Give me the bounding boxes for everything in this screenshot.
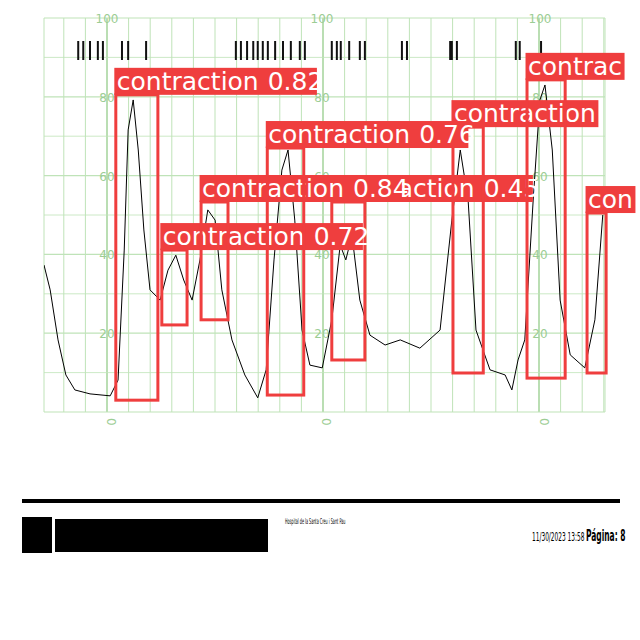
- detection-label: contraction 0.76: [268, 120, 475, 149]
- event-mark: [401, 41, 403, 60]
- detection: contraction 0.76: [266, 120, 475, 395]
- trace-group: [44, 85, 603, 398]
- detection-class: contraction: [202, 174, 344, 203]
- event-mark: [267, 41, 269, 60]
- event-mark: [348, 41, 350, 60]
- event-mark: [282, 41, 284, 60]
- event-mark: [331, 41, 333, 60]
- event-mark: [77, 41, 79, 60]
- event-mark: [89, 41, 91, 60]
- detection: contraction 0.72: [160, 222, 369, 325]
- y-tick-label: 40: [532, 248, 547, 262]
- detections: contraction0.45contractionconcontraccont…: [114, 52, 635, 400]
- minor-grid: [44, 215, 605, 216]
- page-number: Página: 8: [586, 527, 625, 545]
- minor-grid: [44, 372, 605, 373]
- detection-box: [116, 95, 158, 400]
- event-mark: [102, 41, 104, 60]
- event-mark: [340, 41, 342, 60]
- detection: contrac: [526, 52, 625, 378]
- detection-label-bg: [586, 186, 636, 213]
- detection-class: con: [588, 185, 633, 214]
- event-mark: [451, 41, 453, 60]
- event-mark: [246, 41, 248, 60]
- detection: con: [586, 185, 636, 373]
- event-mark: [257, 41, 259, 60]
- y-tick-label: 100: [311, 12, 334, 26]
- detection-class: contraction: [117, 67, 259, 96]
- detection-label-bg: [526, 53, 625, 80]
- event-mark: [336, 41, 338, 60]
- event-mark: [97, 41, 99, 60]
- event-mark: [406, 41, 408, 60]
- detection-score: 0.84: [353, 174, 409, 203]
- event-mark: [252, 41, 254, 60]
- y-tick-label: 0: [319, 418, 333, 426]
- event-mark: [262, 41, 264, 60]
- y-tick-label: 0: [104, 418, 118, 426]
- event-mark: [82, 41, 84, 60]
- detection-score: 0.82: [268, 67, 324, 96]
- detection-label: con: [588, 185, 633, 214]
- detection-label: contraction0.45: [333, 174, 540, 203]
- event-mark: [299, 41, 301, 60]
- event-mark: [515, 41, 517, 60]
- timestamp: 11/30/2023 13:58: [532, 529, 584, 543]
- detection-label: contraction 0.84: [202, 174, 409, 203]
- detection: contraction 0.82: [114, 67, 323, 400]
- detection-label: contraction 0.82: [117, 67, 324, 96]
- event-mark: [456, 41, 458, 60]
- detection-box: [267, 148, 303, 395]
- detection-box: [527, 80, 565, 378]
- detection: contraction0.45: [330, 174, 539, 360]
- event-mark: [359, 41, 361, 60]
- background: [0, 0, 640, 640]
- detection-label: contraction: [454, 99, 596, 128]
- detection-box: [162, 250, 187, 325]
- redaction: [22, 517, 52, 553]
- detection-label: contrac: [528, 52, 622, 81]
- y-tick-label: 40: [99, 248, 114, 262]
- y-tick-label: 20: [532, 327, 547, 341]
- detection-score: 0.45: [484, 174, 540, 203]
- detection-box: [453, 127, 483, 373]
- y-tick-label: 20: [314, 327, 329, 341]
- detection-score: 0.72: [314, 222, 370, 251]
- detection-class: contraction: [163, 222, 305, 251]
- y-tick-label: 100: [529, 12, 552, 26]
- event-mark: [127, 41, 129, 60]
- y-tick-label: 80: [99, 91, 114, 105]
- event-mark: [235, 41, 237, 60]
- redaction: [55, 519, 268, 552]
- minor-grid: [44, 293, 605, 294]
- event-mark: [304, 41, 306, 60]
- detection-class: contraction: [454, 99, 596, 128]
- y-tick-label: 100: [96, 12, 119, 26]
- event-mark: [145, 41, 147, 60]
- event-mark: [519, 41, 521, 60]
- page: 020406080100020406080100020406080100cont…: [0, 0, 640, 640]
- detection-score: 0.76: [419, 120, 475, 149]
- y-tick-label: 20: [99, 327, 114, 341]
- detection-class: contrac: [528, 52, 622, 81]
- detection-box: [587, 213, 606, 373]
- footer-rule: [22, 499, 620, 503]
- y-tick-label: 0: [537, 418, 551, 426]
- detection-box: [201, 202, 228, 320]
- events: [77, 41, 542, 60]
- detection-class: contraction: [268, 120, 410, 149]
- event-mark: [121, 41, 123, 60]
- grid: [44, 18, 605, 412]
- event-mark: [274, 41, 276, 60]
- y-tick-label: 60: [99, 170, 114, 184]
- event-mark: [240, 41, 242, 60]
- footer: Hospital de la Santa Creu i Sant Pau 11/3…: [22, 501, 625, 553]
- institution: Hospital de la Santa Creu i Sant Pau: [285, 516, 346, 526]
- trace-line: [44, 85, 603, 398]
- event-mark: [364, 41, 366, 60]
- grid-line: [44, 411, 605, 412]
- event-mark: [290, 41, 292, 60]
